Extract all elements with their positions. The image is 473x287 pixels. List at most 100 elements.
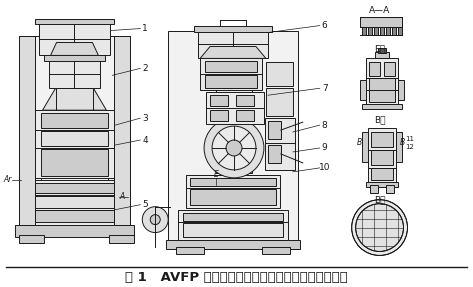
Bar [368,128,395,183]
Bar [377,49,385,53]
Bar [178,210,288,240]
Bar [368,27,372,34]
Text: B: B [357,137,362,146]
Bar [109,234,134,243]
Bar [371,132,393,147]
Bar [392,27,395,34]
Bar [371,168,393,180]
Text: 6: 6 [322,21,328,30]
Bar [368,62,379,76]
Text: B: B [400,137,405,146]
Bar [374,27,377,34]
Bar [366,59,397,106]
Circle shape [204,118,264,178]
Bar [34,110,115,178]
Bar [384,62,394,76]
Bar [26,196,120,208]
Bar [49,60,100,88]
Bar [265,118,295,170]
Circle shape [142,207,168,232]
Text: 3: 3 [142,114,148,123]
Bar [205,61,257,72]
Text: 2: 2 [142,64,148,73]
Bar [168,30,298,249]
Bar [268,145,281,163]
Polygon shape [200,46,266,59]
Bar [200,59,262,90]
Bar [397,80,403,100]
Text: E向: E向 [374,44,385,53]
Bar [397,27,402,34]
Bar [194,26,272,32]
Bar [198,30,268,59]
Circle shape [212,126,256,170]
Bar [362,104,402,109]
Bar [44,55,105,61]
Bar [114,36,131,225]
Bar [18,36,35,225]
Bar [366,182,397,187]
Polygon shape [51,42,98,55]
Bar [41,113,108,128]
Bar [41,149,108,176]
Polygon shape [43,88,106,110]
Bar [183,223,283,236]
Bar [41,131,108,146]
Bar [379,27,384,34]
Bar [362,132,368,162]
Bar [18,36,131,234]
Text: B向: B向 [374,195,385,204]
Bar [190,178,276,186]
Bar [205,75,257,88]
Text: 4: 4 [142,135,148,145]
Text: Ar: Ar [3,175,12,184]
Bar [362,27,366,34]
Circle shape [351,200,408,255]
Bar [262,247,290,255]
Bar [359,80,366,100]
Text: 10: 10 [319,163,331,172]
Bar [15,225,134,236]
Text: 1: 1 [142,24,148,33]
Bar [18,234,44,243]
Bar [183,213,283,221]
Text: A: A [119,192,124,201]
Bar [186,175,280,208]
Bar [206,92,264,124]
Circle shape [356,204,403,251]
Bar [385,27,390,34]
Bar [268,121,281,139]
Bar [395,132,402,162]
Bar [368,78,394,102]
Text: A—A: A—A [369,6,390,15]
Bar [166,240,300,249]
Circle shape [150,215,160,225]
Bar [371,150,393,165]
Bar [375,53,388,59]
Bar [21,180,128,225]
Bar [369,185,377,193]
Text: 7: 7 [322,84,328,93]
Bar [190,189,276,205]
Text: B向: B向 [374,116,385,125]
Bar [236,110,254,121]
Bar [26,210,120,222]
Text: 8: 8 [322,121,328,130]
Text: 图 1   AVFP 自动制袋定量真空成型包装设备结构总图: 图 1 AVFP 自动制袋定量真空成型包装设备结构总图 [124,271,347,284]
Bar [35,19,114,24]
Text: E: E [214,170,219,179]
Text: 9: 9 [322,144,328,152]
Text: 5: 5 [142,200,148,209]
Bar [385,185,394,193]
Bar [176,247,204,255]
Circle shape [226,140,242,156]
Bar [26,183,120,193]
Text: 12: 12 [405,144,414,150]
Bar [216,59,252,173]
Bar [39,23,110,55]
Bar [236,95,254,106]
Bar [210,110,228,121]
Bar [359,17,402,27]
Bar [266,62,293,86]
Bar [266,88,293,116]
